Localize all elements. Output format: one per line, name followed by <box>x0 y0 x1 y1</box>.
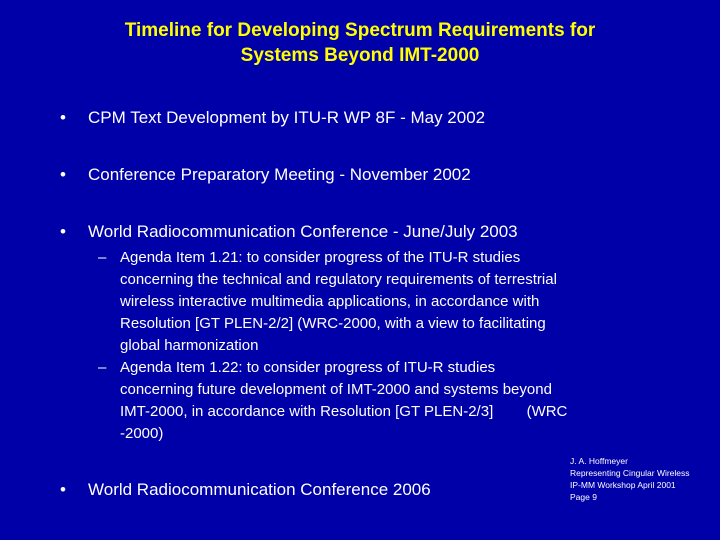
sub-bullet-line: IMT-2000, in accordance with Resolution … <box>120 403 568 420</box>
bullet-text: World Radiocommunication Conference 2006 <box>88 480 431 499</box>
bullet-text: Conference Preparatory Meeting - Novembe… <box>88 165 471 184</box>
bullet-marker: • <box>60 222 66 241</box>
bullet-marker: • <box>60 108 66 127</box>
footer-line: J. A. Hoffmeyer <box>570 456 628 466</box>
sub-bullet-line: -2000) <box>120 425 164 442</box>
sub-bullet-line: wireless interactive multimedia applicat… <box>120 293 540 310</box>
footer-line: Representing Cingular Wireless <box>570 468 690 478</box>
sub-bullet-line: global harmonization <box>120 337 259 354</box>
title-line: Systems Beyond IMT-2000 <box>240 45 480 66</box>
bullet-marker: • <box>60 480 66 499</box>
sub-bullet-line: concerning future development of IMT-200… <box>120 381 552 398</box>
sub-bullet-line: concerning the technical and regulatory … <box>120 271 557 288</box>
sub-bullet-marker: – <box>98 359 107 376</box>
footer-line: Page 9 <box>570 492 597 502</box>
sub-bullet-line: Agenda Item 1.22: to consider progress o… <box>120 359 496 376</box>
sub-bullet-line: Agenda Item 1.21: to consider progress o… <box>120 249 521 266</box>
sub-bullet-line: Resolution [GT PLEN-2/2] (WRC-2000, with… <box>120 315 546 332</box>
bullet-marker: • <box>60 165 66 184</box>
sub-bullet-marker: – <box>98 249 107 266</box>
footer-line: IP-MM Workshop April 2001 <box>570 480 676 490</box>
bullet-text: CPM Text Development by ITU-R WP 8F - Ma… <box>88 108 486 127</box>
bullet-text: World Radiocommunication Conference - Ju… <box>88 222 518 241</box>
title-line: Timeline for Developing Spectrum Require… <box>124 20 596 41</box>
